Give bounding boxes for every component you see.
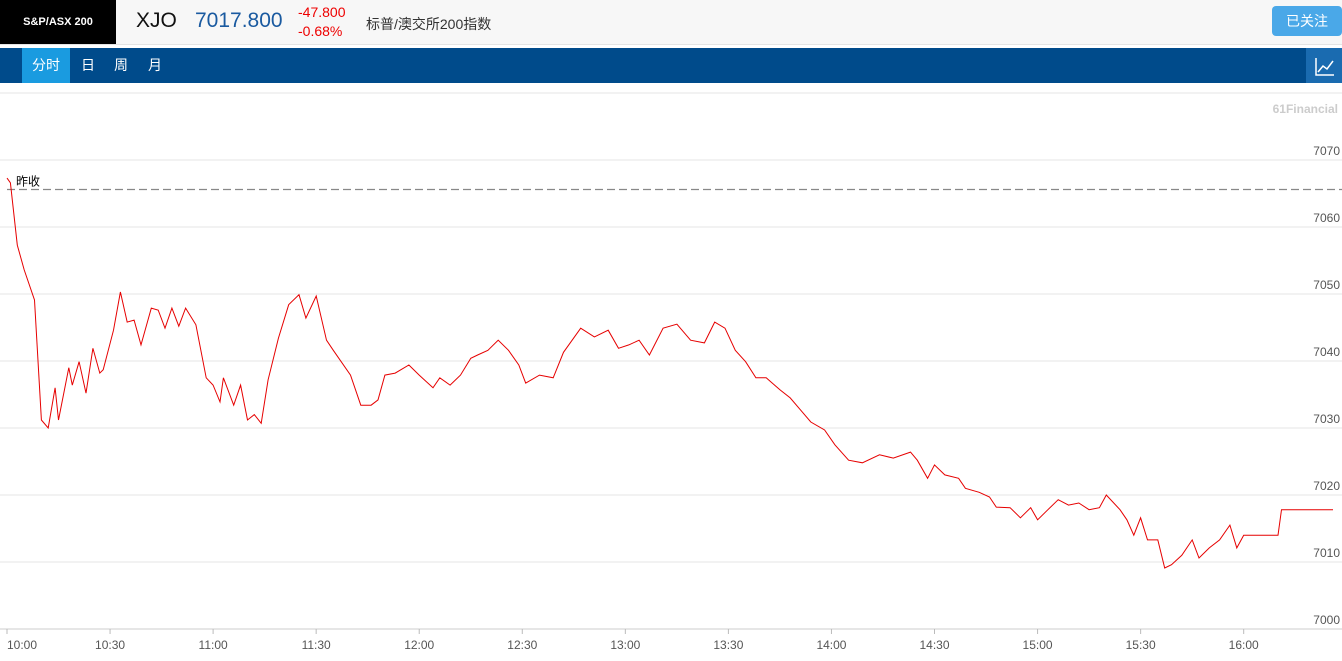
y-tick-label: 7040 <box>1313 345 1340 359</box>
logo: S&P/ASX 200 <box>0 0 116 44</box>
x-tick-label: 14:30 <box>919 638 949 652</box>
tab[interactable]: 日 <box>81 57 95 73</box>
header: S&P/ASX 200 XJO 7017.800 -47.800 -0.68% … <box>0 0 1342 45</box>
y-tick-label: 7060 <box>1313 211 1340 225</box>
x-tick-label: 14:00 <box>816 638 846 652</box>
x-tick-label: 11:00 <box>199 638 228 652</box>
x-tick-label: 13:30 <box>713 638 743 652</box>
tab[interactable]: 周 <box>114 57 128 73</box>
y-tick-label: 7010 <box>1313 546 1340 560</box>
y-tick-label: 7070 <box>1313 144 1340 158</box>
x-tick-label: 13:00 <box>610 638 640 652</box>
x-tick-label: 15:00 <box>1023 638 1053 652</box>
index-name: 标普/澳交所200指数 <box>366 16 492 32</box>
x-tick-label: 10:00 <box>7 638 37 652</box>
y-tick-label: 7030 <box>1313 412 1340 426</box>
change-box: -47.800 -0.68% <box>298 3 345 41</box>
tab[interactable]: 分时 <box>22 48 70 83</box>
prev-close-label: 昨收 <box>16 174 40 188</box>
icon <box>1315 58 1334 76</box>
watermark: 61Financial <box>1273 102 1338 116</box>
change: -47.800 <box>298 4 346 20</box>
change-pct: -0.68% <box>298 23 343 39</box>
tab[interactable]: 月 <box>148 57 162 73</box>
tab-bar: 分时 日 周 月 <box>0 48 1342 83</box>
x-tick-label: 15:30 <box>1126 638 1156 652</box>
chart-type-icon[interactable] <box>1306 48 1342 83</box>
follow-button[interactable]: 已关注 <box>1272 6 1342 36</box>
x-tick-label: 12:00 <box>404 638 434 652</box>
chart: 61Financial 7000 7010 7020 7030 7040 7050 7060… <box>0 92 1342 652</box>
x-tick-label: 16:00 <box>1229 638 1259 652</box>
x-tick-label: 10:30 <box>95 638 125 652</box>
y-tick-label: 7000 <box>1313 613 1340 627</box>
x-tick-label: 11:30 <box>302 638 331 652</box>
price: 7017.800 <box>195 9 283 32</box>
symbol: XJO <box>136 9 177 32</box>
price-line <box>6 177 1333 569</box>
y-tick-label: 7020 <box>1313 479 1340 493</box>
y-tick-label: 7050 <box>1313 278 1340 292</box>
x-tick-label: 12:30 <box>507 638 537 652</box>
